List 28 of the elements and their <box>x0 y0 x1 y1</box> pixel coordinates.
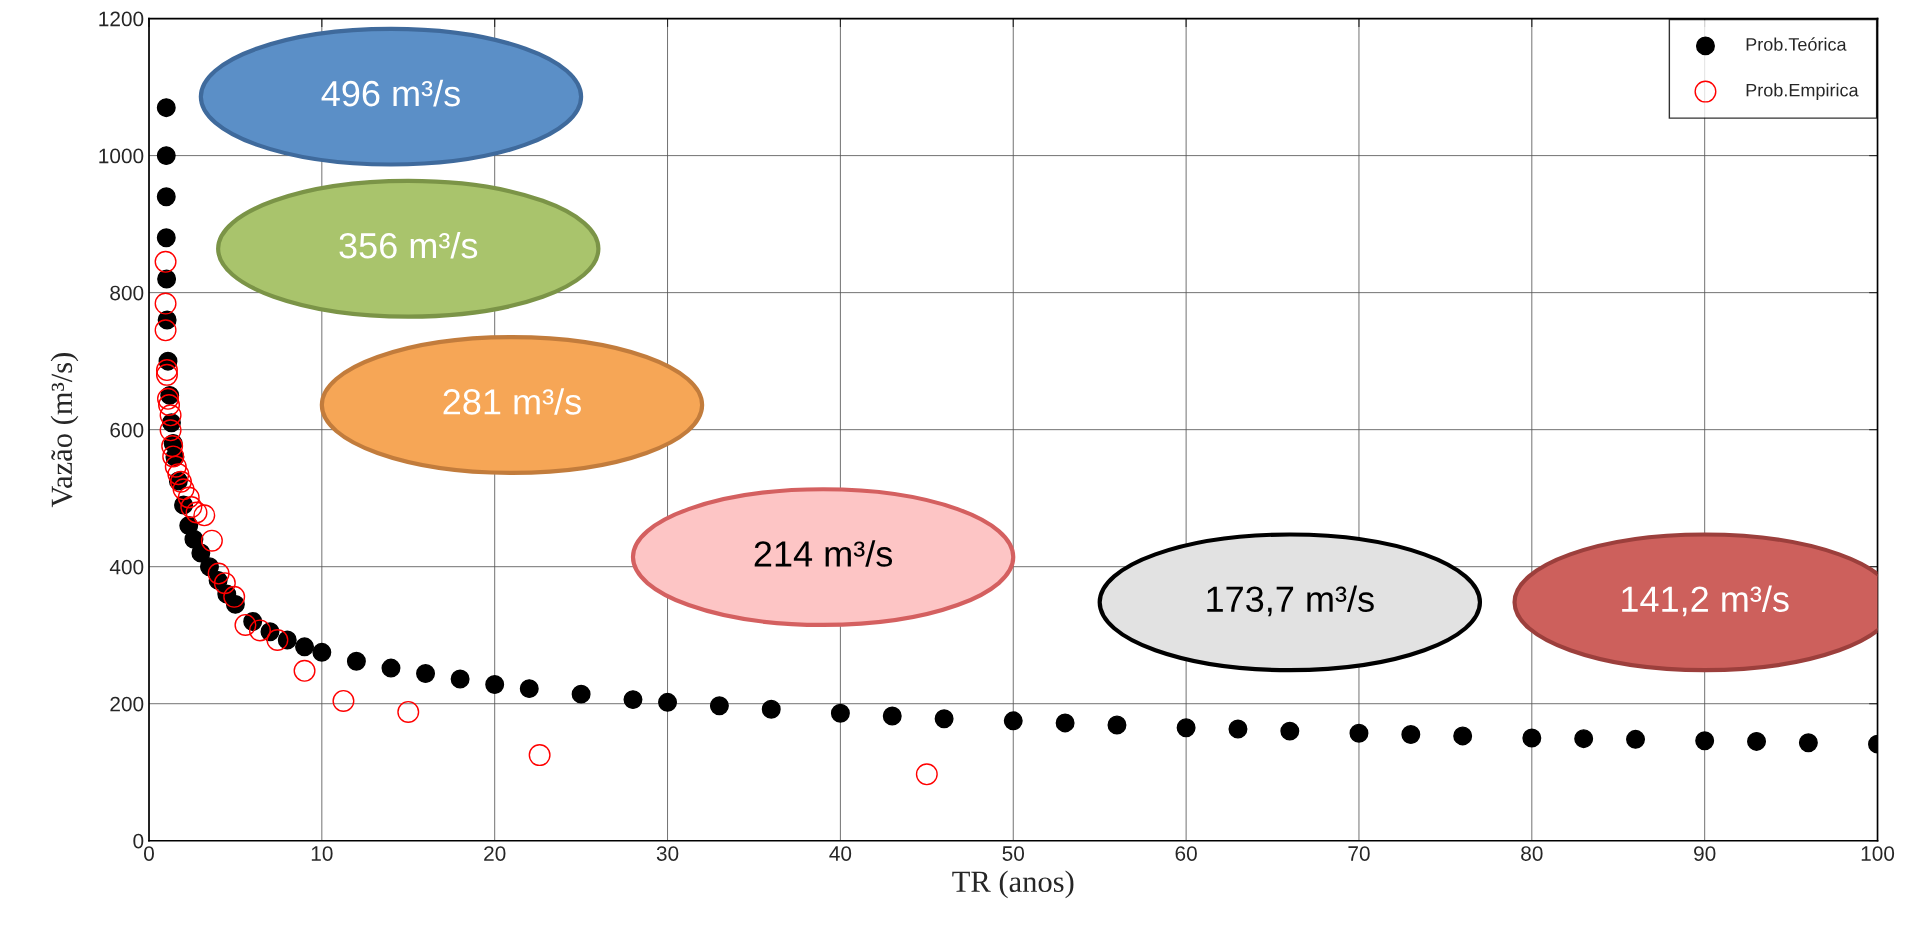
y-tick-label: 400 <box>109 559 144 575</box>
annotation: 141,2 m³/s <box>1622 585 1789 617</box>
x-tick-label: 10 <box>311 846 333 861</box>
legend-label: Prob.Teórica <box>1746 37 1847 51</box>
y-tick-label: 1000 <box>99 148 144 164</box>
x-tick-label: 60 <box>1175 846 1197 861</box>
x-tick-label: 100 <box>1861 846 1895 861</box>
x-tick-label: 20 <box>484 846 506 861</box>
annotation: 173,7 m³/s <box>1207 585 1374 617</box>
annotation: 214 m³/s <box>754 540 893 567</box>
x-tick-label: 40 <box>829 846 852 861</box>
legend-label: Prob.Empirica <box>1746 83 1859 101</box>
y-tick-label: 0 <box>133 833 144 849</box>
x-axis-title: TR (anos) <box>952 870 1074 899</box>
y-axis-title: Vazão (m³/s) <box>50 353 79 508</box>
annotation: 356 m³/s <box>339 231 478 259</box>
annotation: 281 m³/s <box>443 388 581 415</box>
annotation: 496 m³/s <box>321 79 460 107</box>
y-tick-label: 200 <box>110 696 144 712</box>
x-tick-label: 30 <box>656 846 679 861</box>
x-tick-label: 90 <box>1694 846 1716 861</box>
x-tick-label: 80 <box>1521 846 1543 861</box>
y-tick-label: 1200 <box>99 11 144 27</box>
y-tick-label: 600 <box>110 422 144 438</box>
x-tick-label: 70 <box>1348 846 1370 861</box>
x-tick-label: 0 <box>144 846 154 861</box>
y-tick-label: 800 <box>110 285 144 301</box>
x-tick-label: 50 <box>1002 846 1025 861</box>
